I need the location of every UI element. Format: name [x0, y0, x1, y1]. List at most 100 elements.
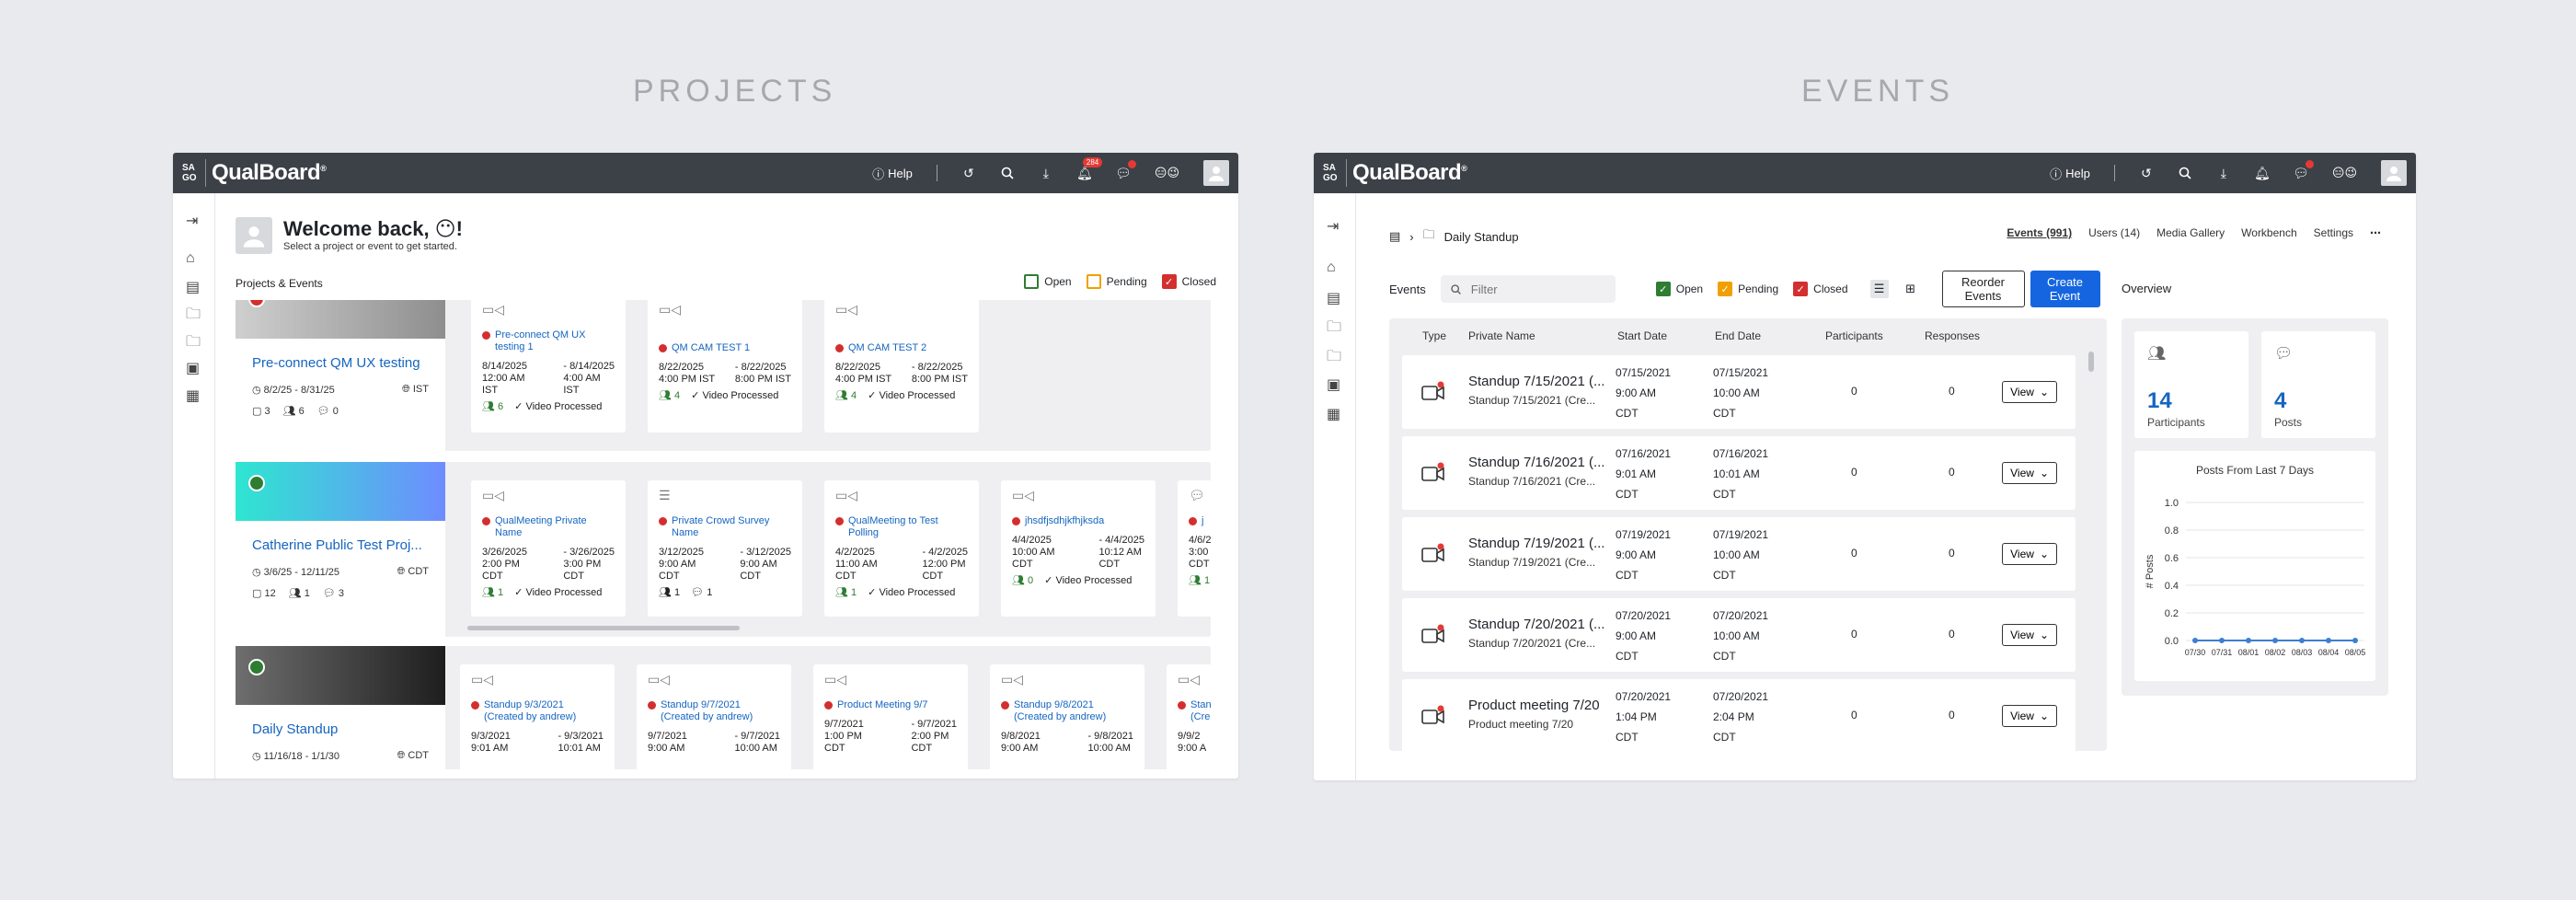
- refresh-icon[interactable]: ↺: [963, 165, 974, 180]
- search-icon[interactable]: [2178, 166, 2192, 180]
- refresh-icon[interactable]: ↺: [2141, 165, 2152, 180]
- folder-outline-icon[interactable]: 🗀︎: [186, 334, 201, 350]
- event-card[interactable]: ▭◁ Stand (Crea 9/9/29:00 A: [1167, 664, 1211, 769]
- table-row[interactable]: Product meeting 7/20 Product meeting 7/2…: [1402, 679, 2076, 751]
- calendar-check-icon[interactable]: ▣: [1327, 377, 1341, 393]
- calendar-icon[interactable]: ▦: [186, 388, 201, 404]
- reorder-events-button[interactable]: Reorder Events: [1941, 271, 2025, 307]
- help-button[interactable]: ⓘ Help: [872, 166, 913, 181]
- project-card[interactable]: Catherine Public Test Proj... ◷ 3/6/25 -…: [236, 462, 445, 637]
- event-card[interactable]: ▭◁ QualMeeting Private Name 3/26/2025 2:0…: [471, 480, 626, 617]
- pending-checkbox[interactable]: ✓: [1718, 282, 1733, 296]
- horizontal-scrollbar[interactable]: [467, 626, 740, 630]
- breadcrumb-project[interactable]: Daily Standup: [1443, 229, 1519, 244]
- bell-icon[interactable]: 🔔︎: [2254, 165, 2271, 180]
- folder-outline-icon[interactable]: 🗀︎: [1327, 349, 1342, 364]
- view-dropdown-button[interactable]: View ⌄: [2002, 705, 2057, 727]
- user-avatar[interactable]: [1203, 160, 1229, 186]
- folder-icon[interactable]: 🗀︎: [186, 306, 201, 322]
- qualboard-logo[interactable]: QualBoard®: [212, 160, 327, 185]
- home-icon[interactable]: ⌂: [1327, 260, 1336, 275]
- tab-users[interactable]: Users (14): [2088, 226, 2141, 239]
- filter-input[interactable]: [1470, 282, 1600, 296]
- column-end-date[interactable]: End Date: [1715, 329, 1762, 342]
- event-name[interactable]: Standup 7/16/2021 (...: [1468, 455, 1605, 470]
- event-name[interactable]: Standup 7/20/2021 (...: [1468, 617, 1605, 632]
- help-button[interactable]: ⓘ Help: [2050, 166, 2090, 181]
- search-icon[interactable]: [1000, 166, 1015, 180]
- table-row[interactable]: Standup 7/15/2021 (... Standup 7/15/2021…: [1402, 355, 2076, 429]
- tab-media-gallery[interactable]: Media Gallery: [2156, 226, 2225, 239]
- table-row[interactable]: Standup 7/16/2021 (... Standup 7/16/2021…: [1402, 436, 2076, 510]
- legend-pending[interactable]: Pending: [1086, 274, 1147, 289]
- tab-settings[interactable]: Settings: [2313, 226, 2353, 239]
- download-icon[interactable]: ⤓: [1042, 165, 1049, 180]
- open-checkbox[interactable]: [1024, 274, 1040, 289]
- event-card[interactable]: ☰ Private Crowd Survey Name 3/12/2025 9:0…: [648, 480, 802, 617]
- closed-checkbox[interactable]: ✓: [1161, 274, 1177, 289]
- bell-icon[interactable]: 🔔︎ 284: [1076, 157, 1103, 180]
- event-card[interactable]: ▭◁ Standup 9/3/2021 (Created by andrew) …: [460, 664, 615, 769]
- event-card[interactable]: ▭◁ Standup 9/7/2021 (Created by andrew) …: [637, 664, 791, 769]
- view-dropdown-button[interactable]: View ⌄: [2002, 543, 2057, 565]
- legend-pending[interactable]: ✓ Pending: [1718, 282, 1778, 296]
- tab-events[interactable]: Events (991): [2007, 226, 2073, 239]
- chat-icon[interactable]: 💬︎: [2293, 160, 2314, 180]
- event-name[interactable]: Standup 7/15/2021 (...: [1468, 374, 1605, 389]
- pending-checkbox[interactable]: [1086, 274, 1101, 289]
- project-name[interactable]: Daily Standup: [252, 721, 339, 737]
- project-name[interactable]: Catherine Public Test Proj...: [252, 537, 422, 553]
- chat-icon[interactable]: 💬︎: [1115, 160, 1136, 180]
- event-name[interactable]: Standup 7/19/2021 (...: [1468, 536, 1605, 551]
- project-card[interactable]: Pre-connect QM UX testing ◷ 8/2/25 - 8/3…: [236, 300, 445, 451]
- calendar-icon[interactable]: ▦: [1327, 407, 1341, 422]
- filter-box[interactable]: [1440, 275, 1616, 303]
- more-options-icon[interactable]: ⋯: [2370, 226, 2381, 239]
- view-dropdown-button[interactable]: View ⌄: [2002, 624, 2057, 646]
- view-dropdown-button[interactable]: View ⌄: [2002, 381, 2057, 403]
- legend-open[interactable]: Open: [1024, 274, 1072, 289]
- grid-view-icon[interactable]: ⊞: [1905, 282, 1915, 295]
- event-card[interactable]: ▭◁ Standup 9/8/2021 (Created by andrew) …: [990, 664, 1144, 769]
- list-view-icon[interactable]: ☰: [1869, 280, 1889, 298]
- download-icon[interactable]: ⤓: [2220, 165, 2226, 180]
- building-icon[interactable]: ▤: [1389, 229, 1401, 243]
- building-icon[interactable]: ▤: [1327, 291, 1341, 306]
- event-card[interactable]: ▭◁ Product Meeting 9/7 9/7/2021 1:00 PM CD…: [813, 664, 968, 769]
- collapse-sidebar-icon[interactable]: ⇥: [186, 213, 199, 229]
- event-card[interactable]: ▭◁ QM CAM TEST 1 8/22/2025 4:00 PM IST - 8…: [648, 300, 802, 433]
- table-row[interactable]: Standup 7/19/2021 (... Standup 7/19/2021…: [1402, 517, 2076, 591]
- project-card[interactable]: Daily Standup ◷ 11/16/18 - 1/1/30 🌐︎ CDT: [236, 646, 445, 769]
- user-avatar[interactable]: [2381, 160, 2407, 186]
- event-card[interactable]: ▭◁ QM CAM TEST 2 8/22/2025 4:00 PM IST - 8…: [824, 300, 979, 433]
- column-start-date[interactable]: Start Date: [1617, 329, 1668, 342]
- collapse-sidebar-icon[interactable]: ⇥: [1327, 219, 1340, 235]
- event-name[interactable]: Product meeting 7/20: [1468, 698, 1600, 713]
- event-card[interactable]: 💬︎ j 4/6/23:00 PCDT 👥︎ 1: [1178, 480, 1211, 617]
- event-card[interactable]: ▭◁ QualMeeting to Test Polling 4/2/2025 1…: [824, 480, 979, 617]
- event-card[interactable]: ▭◁ Pre-connect QM UX testing 1 8/14/2025…: [471, 300, 626, 433]
- calendar-check-icon[interactable]: ▣: [186, 361, 201, 376]
- legend-closed[interactable]: ✓ Closed: [1161, 274, 1216, 289]
- home-icon[interactable]: ⌂: [186, 250, 195, 266]
- column-type[interactable]: Type: [1422, 329, 1447, 342]
- legend-open[interactable]: ✓ Open: [1655, 282, 1703, 296]
- posts-stat-card[interactable]: 💬︎ 4 Posts: [2261, 331, 2375, 438]
- participants-stat-card[interactable]: 👥︎ 14 Participants: [2134, 331, 2248, 438]
- open-checkbox[interactable]: ✓: [1655, 282, 1671, 296]
- building-icon[interactable]: ▤: [186, 280, 201, 295]
- create-event-button[interactable]: Create Event: [2030, 271, 2100, 307]
- column-private-name[interactable]: Private Name: [1468, 329, 1535, 342]
- project-name[interactable]: Pre-connect QM UX testing: [252, 355, 420, 371]
- column-responses[interactable]: Responses: [1925, 329, 1981, 342]
- folder-icon[interactable]: 🗀︎: [1327, 319, 1342, 335]
- closed-checkbox[interactable]: ✓: [1793, 282, 1809, 296]
- table-row[interactable]: Standup 7/20/2021 (... Standup 7/20/2021…: [1402, 598, 2076, 672]
- vertical-scrollbar[interactable]: [2088, 352, 2094, 372]
- legend-closed[interactable]: ✓ Closed: [1793, 282, 1848, 296]
- column-participants[interactable]: Participants: [1825, 329, 1883, 342]
- view-dropdown-button[interactable]: View ⌄: [2002, 462, 2057, 484]
- tab-workbench[interactable]: Workbench: [2241, 226, 2297, 239]
- event-card[interactable]: ▭◁ jhsdfjsdhjkfhjksda 4/4/2025 10:00 AM CD…: [1001, 480, 1156, 617]
- qualboard-logo[interactable]: QualBoard®: [1352, 160, 1467, 185]
